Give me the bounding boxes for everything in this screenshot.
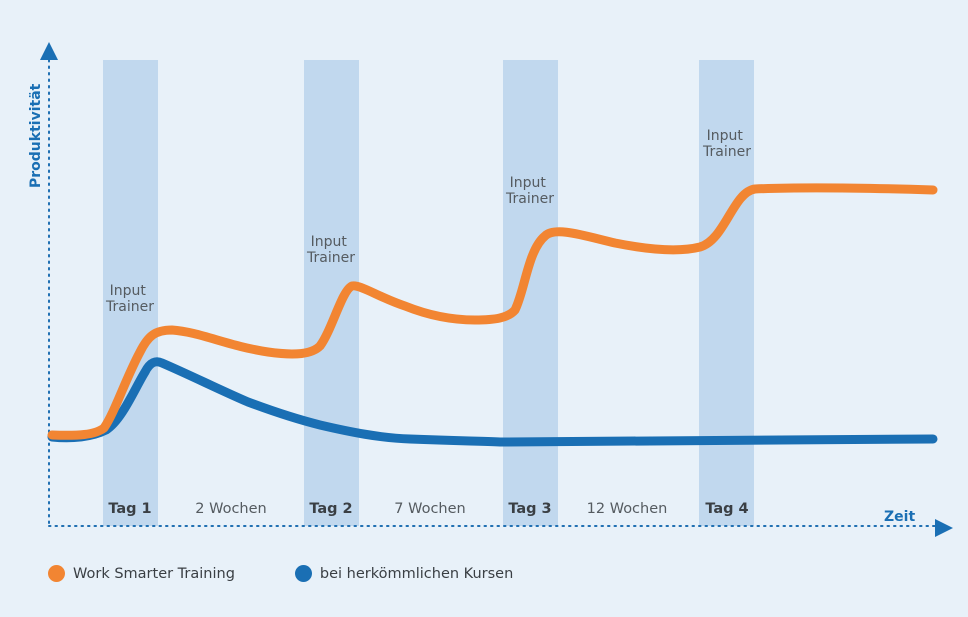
legend-label-work-smarter: Work Smarter Training [73, 565, 235, 582]
input-trainer-line-2-2: Trainer [306, 250, 355, 266]
day-label-4: Tag 4 [705, 501, 748, 517]
input-trainer-label-4: Input Trainer [702, 128, 751, 160]
work-smarter-training-curve [47, 183, 938, 440]
conventional-course-curve [47, 357, 938, 447]
input-trainer-line-2-1: Input [311, 234, 348, 250]
input-trainer-line-1-1: Input [110, 283, 147, 299]
legend-label-conventional: bei herkömmlichen Kursen [319, 565, 514, 582]
day-label-3: Tag 3 [508, 501, 551, 517]
legend-dot-icon-orange [48, 565, 65, 582]
input-trainer-line-4-2: Trainer [702, 144, 751, 160]
day-band-4 [699, 60, 754, 526]
day-band-1 [103, 60, 158, 526]
input-trainer-label-3: Input Trainer [505, 175, 554, 207]
input-trainer-line-1-2: Trainer [105, 299, 154, 315]
input-trainer-line-4-1: Input [707, 128, 744, 144]
gap-label-1: 2 Wochen [195, 501, 266, 517]
legend-item-work-smarter: Work Smarter Training [48, 565, 235, 582]
y-axis-title: Produktivität [28, 83, 44, 188]
gap-label-3: 12 Wochen [587, 501, 668, 517]
input-trainer-label-1: Input Trainer [105, 283, 154, 315]
x-axis-title: Zeit [884, 509, 915, 525]
y-axis-arrow-icon [40, 42, 58, 60]
input-trainer-line-3-2: Trainer [505, 191, 554, 207]
day-band-3 [503, 60, 558, 526]
day-label-2: Tag 2 [309, 501, 352, 517]
day-label-1: Tag 1 [108, 501, 151, 517]
gap-label-2: 7 Wochen [394, 501, 465, 517]
legend-item-conventional: bei herkömmlichen Kursen [294, 565, 514, 582]
legend: Work Smarter Training bei herkömmlichen … [48, 565, 513, 582]
legend-dot-icon-blue [294, 565, 312, 582]
input-trainer-label-2: Input Trainer [306, 234, 355, 266]
input-trainer-line-3-1: Input [510, 175, 547, 191]
x-axis-arrow-icon [935, 519, 953, 537]
